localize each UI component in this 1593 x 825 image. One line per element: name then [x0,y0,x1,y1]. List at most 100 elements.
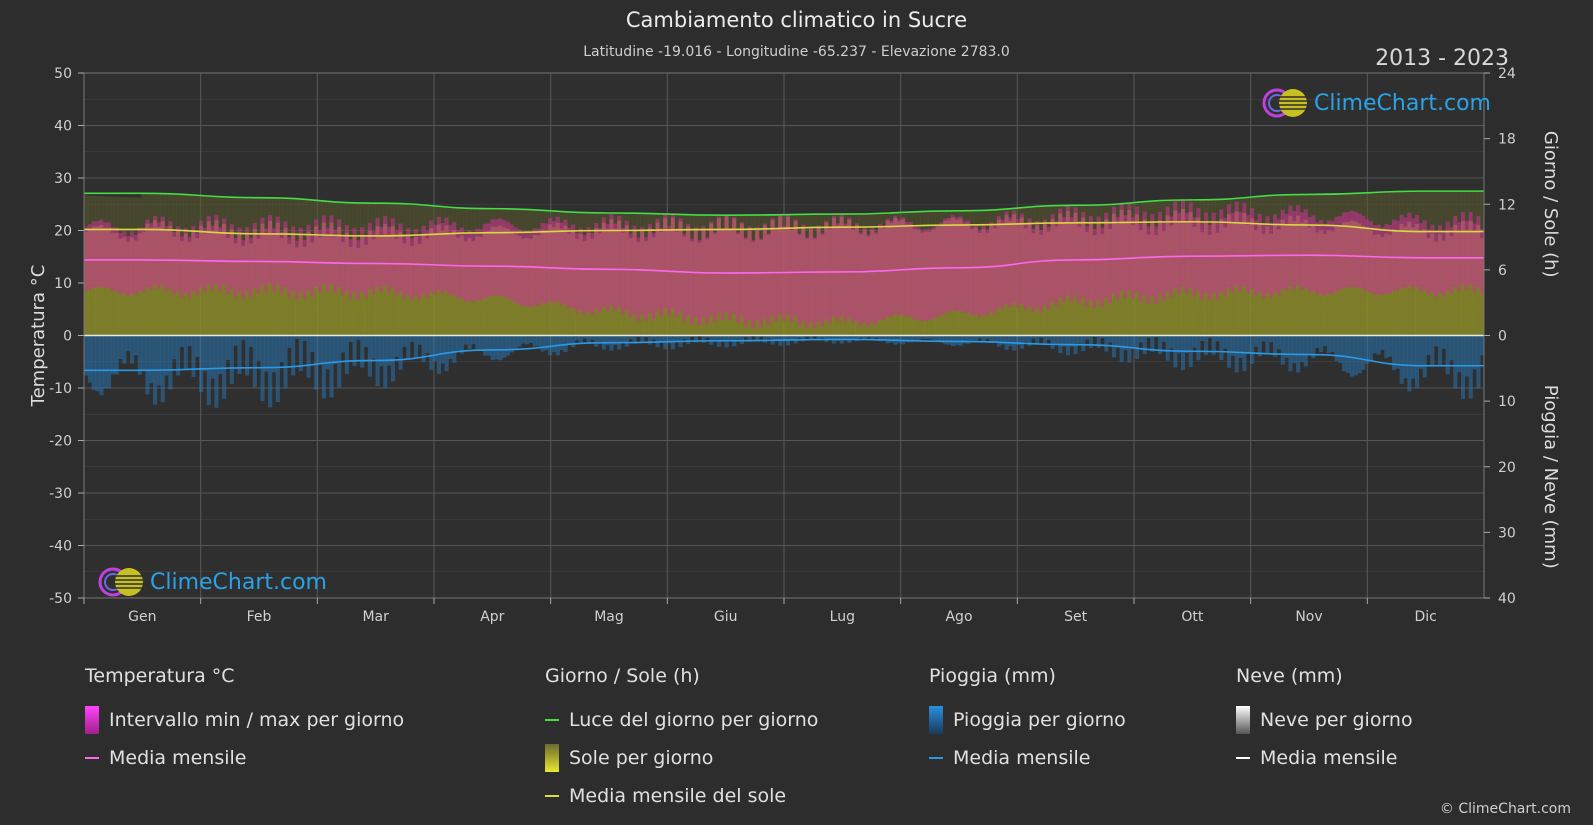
left-tick-label: 30 [54,171,72,187]
rain-bar [329,335,334,398]
temp-range-bar [828,227,833,324]
temp-range-bar [367,222,372,289]
temp-range-bar [993,225,998,313]
logo-text: ClimeChart.com [1314,90,1491,116]
temp-range-bar [199,220,204,288]
rain-bar [1257,335,1262,357]
temp-range-bar [260,217,265,285]
rain-bar [755,335,760,342]
temp-range-swatch [85,706,99,734]
temp-range-bar [513,227,518,303]
temp-range-bar [897,219,902,316]
rain-bar [452,335,457,363]
temp-range-bar [225,232,231,295]
rain-bar [797,335,802,339]
rain-bar [314,335,319,390]
rain-bar [333,335,338,365]
rain-bar [1146,335,1151,338]
temp-range-bar [222,218,227,286]
temp-range-bar [812,237,817,329]
logo-bottom[interactable]: ClimeChart.com [96,565,327,599]
temp-range-bar [900,217,906,315]
rain-bar [1460,335,1466,399]
temp-range-bar [1326,220,1331,294]
right-tick-label: 10 [1498,394,1516,410]
temp-range-bar [264,228,269,292]
rain-bar [563,335,568,353]
temp-range-bar [95,221,100,288]
rain-bar [233,335,238,346]
rain-bar [1008,335,1013,347]
temp-range-bar [597,228,603,313]
temp-range-bar [1422,220,1427,290]
rain-bar [904,335,909,343]
temp-range-bar [1280,209,1285,289]
rain-bar [897,335,902,344]
rain-bar [486,335,491,356]
rain-bar [1472,335,1477,370]
temp-range-bar [1246,214,1251,294]
temp-range-bar [218,227,223,292]
temp-range-bar [375,217,380,287]
rain-swatch [929,706,943,734]
x-tick-label: Mar [362,609,389,625]
temp-range-bar [605,223,610,311]
temp-range-bar [690,238,695,325]
rain-bar [881,335,886,341]
rain-bar [390,335,395,382]
rain-bar [835,335,840,341]
temp-range-bar [1261,224,1266,299]
rain-bar [95,335,100,392]
rain-bar [1322,335,1328,347]
temp-range-bar [1334,216,1339,291]
legend-item-temp-mean: Media mensile [85,739,404,777]
legend-item-daylight: Luce del giorno per giorno [545,701,818,739]
copyright: © ClimeChart.com [1439,801,1571,817]
temp-range-bar [736,232,741,323]
temp-range-bar [555,216,560,301]
rain-bar [713,335,718,340]
daylight-line [84,190,1484,216]
temp-range-bar [122,231,127,294]
temp-range-bar [1215,222,1220,300]
rain-bar [966,335,971,344]
temp-range-bar [958,216,963,311]
rain-bar [532,335,537,347]
rain-bar [1104,335,1109,352]
temp-range-bar [793,219,798,318]
temp-range-bar [241,240,246,299]
left-tick-label: -20 [49,434,72,450]
temp-range-bar [582,235,587,316]
rain-bar [1085,335,1090,340]
temp-range-bar [548,217,553,301]
temp-range-bar [1330,221,1335,294]
temp-range-bar [751,240,756,329]
rain-bar [858,335,863,338]
temp-range-bar [1403,217,1408,289]
temp-range-bar [421,225,426,295]
temp-range-bar [1073,207,1078,296]
temp-range-bar [824,220,829,320]
rain-bar [1238,335,1243,358]
rain-bar [225,335,231,360]
right-axis-top-title: Giorno / Sole (h) [1540,131,1561,278]
rain-bar [743,335,748,338]
logo-top[interactable]: ClimeChart.com [1260,86,1491,120]
temp-range-bar [1204,212,1209,294]
rain-bar [762,335,768,343]
temp-range-bar [252,222,257,288]
temp-range-bar [1100,227,1105,307]
rain-bar [1365,335,1370,364]
x-tick-label: Dic [1414,609,1436,625]
temp-range-bar [1227,204,1232,288]
rain-bar [1138,335,1143,343]
temp-range-bar [1035,220,1040,307]
temp-range-bar [87,224,92,290]
temp-range-bar [1111,206,1117,294]
left-tick-label: -30 [49,486,72,502]
temp-range-bar [429,220,434,292]
rain-bar [1088,335,1094,349]
temp-range-bar [1372,225,1377,295]
rain-bar [99,335,104,396]
temp-range-bar [628,233,633,319]
